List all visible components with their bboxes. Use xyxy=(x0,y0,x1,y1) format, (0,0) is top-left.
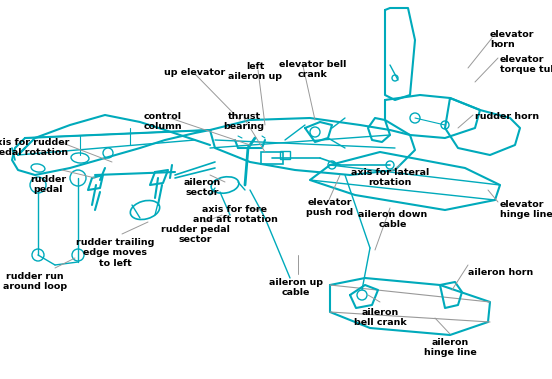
Text: rudder pedal
sector: rudder pedal sector xyxy=(161,225,230,244)
Text: elevator
torque tube: elevator torque tube xyxy=(500,55,552,74)
Text: aileron
bell crank: aileron bell crank xyxy=(354,308,406,327)
Text: rudder horn: rudder horn xyxy=(475,112,539,121)
Text: elevator bell
crank: elevator bell crank xyxy=(279,60,347,79)
Text: elevator
hinge line: elevator hinge line xyxy=(500,200,552,219)
Text: axis for fore
and aft rotation: axis for fore and aft rotation xyxy=(193,205,278,224)
Text: rudder run
around loop: rudder run around loop xyxy=(3,272,67,291)
Text: control
column: control column xyxy=(144,112,182,132)
Text: aileron
sector: aileron sector xyxy=(183,178,221,197)
Text: aileron up
cable: aileron up cable xyxy=(269,278,323,298)
Text: aileron horn: aileron horn xyxy=(468,268,533,277)
Text: axis for lateral
rotation: axis for lateral rotation xyxy=(351,168,429,187)
Text: elevator
push rod: elevator push rod xyxy=(306,198,354,218)
Text: aileron down
cable: aileron down cable xyxy=(358,210,428,229)
Text: thrust
bearing: thrust bearing xyxy=(224,112,264,132)
Text: rudder
pedal: rudder pedal xyxy=(30,175,66,194)
Text: left
aileron up: left aileron up xyxy=(228,62,282,81)
Text: axis for rudder
pedal rotation: axis for rudder pedal rotation xyxy=(0,138,70,157)
Text: aileron
hinge line: aileron hinge line xyxy=(423,338,476,357)
Bar xyxy=(280,151,290,159)
Text: elevator
horn: elevator horn xyxy=(490,30,534,49)
Bar xyxy=(261,152,283,164)
Text: rudder trailing
edge moves
to left: rudder trailing edge moves to left xyxy=(76,238,154,268)
Text: up elevator: up elevator xyxy=(164,68,226,77)
